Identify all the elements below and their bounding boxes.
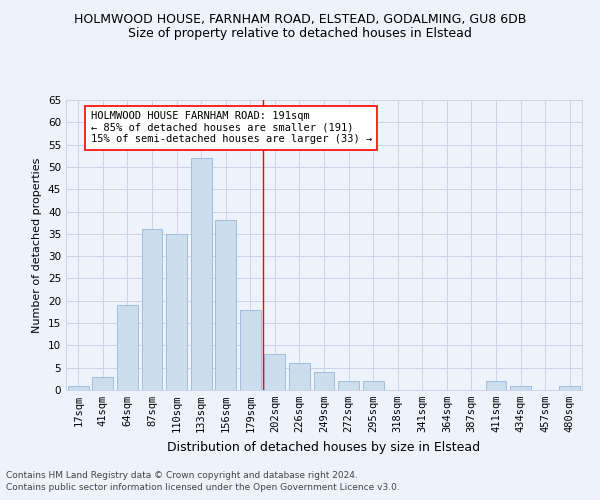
Bar xyxy=(338,381,359,390)
Text: HOLMWOOD HOUSE FARNHAM ROAD: 191sqm
← 85% of detached houses are smaller (191)
1: HOLMWOOD HOUSE FARNHAM ROAD: 191sqm ← 85… xyxy=(91,111,372,144)
Bar xyxy=(166,234,187,390)
Text: HOLMWOOD HOUSE, FARNHAM ROAD, ELSTEAD, GODALMING, GU8 6DB: HOLMWOOD HOUSE, FARNHAM ROAD, ELSTEAD, G… xyxy=(74,12,526,26)
Text: Contains HM Land Registry data © Crown copyright and database right 2024.: Contains HM Land Registry data © Crown c… xyxy=(6,471,358,480)
Bar xyxy=(510,386,531,390)
Bar xyxy=(191,158,212,390)
Bar xyxy=(240,310,261,390)
Bar xyxy=(559,386,580,390)
Bar xyxy=(265,354,286,390)
Bar xyxy=(314,372,334,390)
Bar xyxy=(68,386,89,390)
Bar xyxy=(117,305,138,390)
X-axis label: Distribution of detached houses by size in Elstead: Distribution of detached houses by size … xyxy=(167,440,481,454)
Bar xyxy=(92,376,113,390)
Bar xyxy=(289,363,310,390)
Text: Size of property relative to detached houses in Elstead: Size of property relative to detached ho… xyxy=(128,28,472,40)
Bar xyxy=(485,381,506,390)
Bar xyxy=(142,230,163,390)
Y-axis label: Number of detached properties: Number of detached properties xyxy=(32,158,43,332)
Bar xyxy=(362,381,383,390)
Text: Contains public sector information licensed under the Open Government Licence v3: Contains public sector information licen… xyxy=(6,484,400,492)
Bar xyxy=(215,220,236,390)
